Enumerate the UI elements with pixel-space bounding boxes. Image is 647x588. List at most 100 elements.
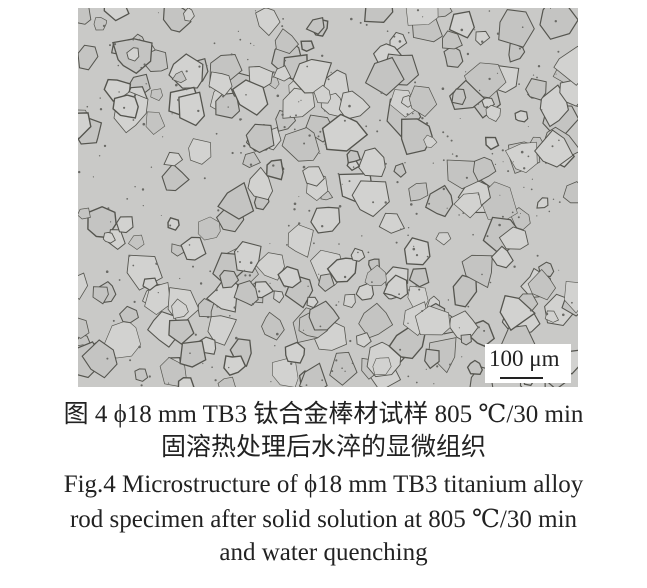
- precipitate-dot: [308, 134, 311, 137]
- precipitate-dot: [259, 208, 261, 210]
- precipitate-dot: [433, 383, 435, 385]
- grain: [448, 10, 476, 39]
- grain: [364, 8, 394, 23]
- grain: [255, 8, 281, 37]
- precipitate-dot: [450, 139, 453, 142]
- precipitate-dot: [406, 113, 409, 116]
- precipitate-dot: [486, 105, 489, 108]
- precipitate-dot: [341, 183, 343, 185]
- precipitate-dot: [352, 166, 355, 168]
- precipitate-dot: [198, 65, 201, 68]
- precipitate-dot: [441, 87, 445, 90]
- precipitate-dot: [425, 122, 429, 125]
- caption-en-line2: rod specimen after solid solution at 805…: [69, 506, 578, 533]
- grain: [364, 56, 405, 96]
- grain: [167, 216, 180, 231]
- precipitate-dot: [276, 94, 280, 98]
- precipitate-dot: [459, 118, 461, 119]
- caption-cn-line1: 图 4 ϕ18 mm TB3 钛合金棒材试样 805 ℃/30 min: [63, 401, 584, 428]
- precipitate-dot: [555, 73, 557, 75]
- precipitate-dot: [112, 319, 115, 322]
- precipitate-dot: [412, 112, 414, 115]
- precipitate-dot: [306, 65, 309, 68]
- grain: [310, 206, 341, 234]
- precipitate-dot: [536, 215, 538, 217]
- precipitate-dot: [179, 277, 181, 280]
- precipitate-dot: [466, 52, 470, 56]
- precipitate-dot: [215, 289, 218, 292]
- precipitate-dot: [98, 155, 101, 157]
- grain: [351, 180, 390, 218]
- precipitate-dot: [523, 186, 525, 188]
- precipitate-dot: [531, 178, 533, 180]
- precipitate-dot: [491, 152, 494, 155]
- grain: [92, 286, 109, 305]
- precipitate-dot: [134, 186, 136, 188]
- grain: [265, 159, 284, 181]
- precipitate-dot: [188, 244, 191, 246]
- precipitate-dot: [298, 222, 301, 225]
- precipitate-dot: [380, 91, 383, 94]
- precipitate-dot: [532, 74, 535, 76]
- grain: [115, 216, 134, 234]
- grain: [242, 151, 261, 168]
- grain: [358, 302, 394, 339]
- precipitate-dot: [209, 270, 212, 273]
- precipitate-dot: [228, 366, 230, 369]
- precipitate-dot: [449, 363, 452, 366]
- precipitate-dot: [105, 270, 109, 274]
- precipitate-dot: [460, 28, 464, 32]
- grain: [180, 236, 207, 261]
- precipitate-dot: [321, 225, 324, 228]
- precipitate-dot: [530, 188, 533, 191]
- precipitate-dot: [327, 78, 330, 81]
- micrograph-image: 100 μm: [78, 8, 578, 387]
- precipitate-dot: [239, 261, 241, 263]
- precipitate-dot: [367, 251, 370, 254]
- precipitate-dot: [341, 367, 343, 370]
- grain: [460, 333, 472, 346]
- precipitate-dot: [502, 161, 504, 163]
- grain: [81, 339, 118, 379]
- grain: [178, 91, 206, 127]
- precipitate-dot: [488, 97, 491, 99]
- precipitate-dot: [413, 245, 415, 247]
- precipitate-dot: [365, 125, 368, 128]
- precipitate-dot: [550, 8, 551, 9]
- grain: [403, 237, 431, 266]
- precipitate-dot: [393, 35, 396, 38]
- grain: [144, 282, 171, 316]
- precipitate-dot: [222, 95, 225, 98]
- precipitate-dot: [486, 235, 489, 238]
- grain: [504, 141, 538, 173]
- precipitate-dot: [442, 159, 445, 162]
- precipitate-dot: [348, 180, 351, 183]
- precipitate-dot: [537, 65, 541, 68]
- precipitate-dot: [103, 144, 107, 148]
- precipitate-dot: [507, 170, 510, 173]
- grain: [161, 163, 190, 192]
- grain: [231, 79, 269, 116]
- grain: [393, 162, 407, 178]
- grain: [424, 348, 440, 370]
- precipitate-dot: [118, 279, 121, 281]
- grain: [183, 8, 195, 22]
- precipitate-dot: [357, 251, 359, 254]
- precipitate-dot: [99, 108, 103, 111]
- precipitate-dot: [143, 63, 146, 66]
- precipitate-dot: [155, 262, 158, 265]
- precipitate-dot: [407, 31, 410, 34]
- precipitate-dot: [474, 29, 476, 31]
- grain: [273, 290, 285, 304]
- precipitate-dot: [421, 117, 424, 120]
- precipitate-dot: [554, 20, 557, 23]
- grain: [188, 138, 212, 165]
- grain: [229, 338, 252, 368]
- precipitate-dot: [185, 70, 188, 73]
- precipitate-dot: [513, 265, 516, 268]
- grain: [245, 123, 275, 154]
- grain: [499, 294, 536, 332]
- precipitate-dot: [141, 188, 145, 191]
- precipitate-dot: [308, 209, 311, 212]
- precipitate-dot: [395, 241, 398, 244]
